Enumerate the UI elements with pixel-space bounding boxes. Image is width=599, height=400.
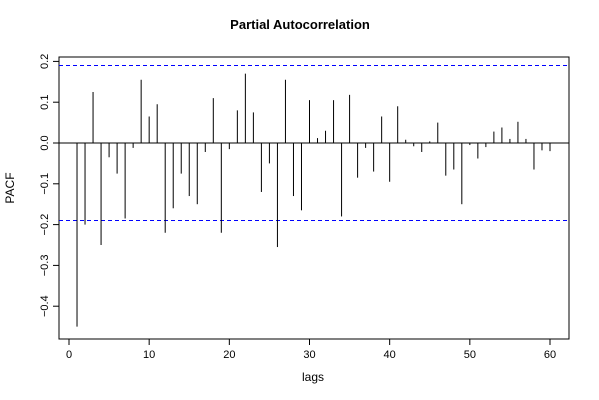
y-tick-label: −0.2	[39, 214, 51, 236]
y-tick-label: 0.0	[39, 135, 51, 150]
x-tick-label: 20	[223, 349, 235, 361]
y-axis-label: PACF	[3, 172, 17, 203]
x-tick-label: 30	[303, 349, 315, 361]
plot-frame	[58, 56, 570, 340]
chart-marks	[59, 64, 569, 327]
y-tick-label: 0.1	[39, 95, 51, 110]
chart-title: Partial Autocorrelation	[230, 17, 370, 32]
x-tick-label: 60	[544, 349, 556, 361]
x-tick-label: 40	[384, 349, 396, 361]
y-tick-label: −0.4	[39, 295, 51, 317]
x-tick-label: 0	[66, 349, 72, 361]
y-tick-label: −0.3	[39, 255, 51, 277]
chart-axes: 0 10 20 30 40 50 60 −0.4 −0.3 −0.2 −0.1 0.0 0.1 0.2	[39, 54, 556, 361]
x-tick-label: 10	[143, 349, 155, 361]
x-tick-label: 50	[464, 349, 476, 361]
y-tick-label: −0.1	[39, 173, 51, 195]
x-axis-label: lags	[302, 370, 324, 384]
y-tick-label: 0.2	[39, 54, 51, 69]
